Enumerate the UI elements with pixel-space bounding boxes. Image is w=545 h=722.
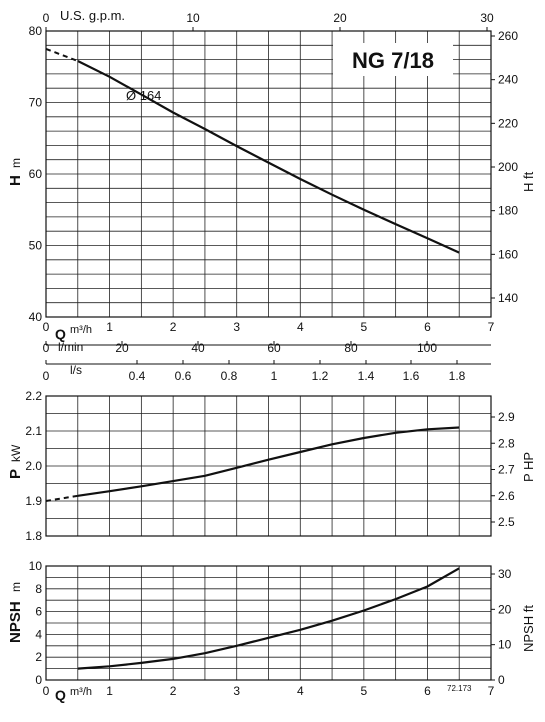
head-axis-prefix: H: [7, 175, 24, 186]
model-label: NG 7/18: [352, 48, 434, 73]
npsh-axis-prefix: NPSH: [7, 601, 24, 643]
usgpm-unit-label: U.S. g.p.m.: [60, 8, 125, 23]
flow-top-tick-label: 5: [361, 320, 368, 334]
power-right-tick-label: 2.9: [498, 410, 515, 424]
flow-bottom-tick-label: 4: [297, 684, 304, 698]
flow-bottom-tick-label: 3: [233, 684, 240, 698]
power-right-tick-label: 2.8: [498, 436, 515, 450]
head-right-tick-label: 180: [498, 204, 518, 218]
npsh-y-tick-label: 4: [35, 627, 42, 641]
npsh-y-tick-label: 0: [35, 673, 42, 687]
usgpm-tick-label: 30: [480, 11, 494, 25]
npsh-right-tick-label: 0: [498, 673, 505, 687]
power-right-tick-label: 2.7: [498, 463, 515, 477]
flow-top-tick-label: 7: [488, 320, 495, 334]
head-y-tick-label: 80: [29, 24, 43, 38]
flow-bottom-tick-label: 7: [488, 684, 495, 698]
npsh-right-tick-label: 20: [498, 602, 512, 616]
lmin-tick-label: 100: [417, 341, 437, 355]
flow-bottom-tick-label: 6: [424, 684, 431, 698]
npsh-ft-axis-label: NPSH ft: [521, 605, 536, 652]
power-right-tick-label: 2.5: [498, 515, 515, 529]
power-y-tick-label: 1.9: [25, 494, 42, 508]
lmin-tick-label: 60: [267, 341, 281, 355]
power-axis-prefix: P: [7, 469, 24, 479]
usgpm-tick-label: 0: [43, 11, 50, 25]
head-y-tick-label: 40: [29, 310, 43, 324]
power-right-tick-label: 2.6: [498, 489, 515, 503]
lmin-tick-label: 40: [191, 341, 205, 355]
npsh-y-tick-label: 6: [35, 605, 42, 619]
ls-tick-label: 0: [43, 369, 50, 383]
ls-tick-label: 1.8: [449, 369, 466, 383]
flow-bottom-tick-label: 5: [361, 684, 368, 698]
flow-axis-prefix-top: Q: [55, 326, 66, 342]
power-axis-unit: kW: [9, 444, 23, 462]
power-curve-dashed-segment: [45, 494, 78, 502]
power-hp-axis-label: P HP: [521, 452, 536, 482]
flow-top-tick-label: 2: [170, 320, 177, 334]
lmin-tick-label: 20: [115, 341, 129, 355]
ls-tick-label: 1.4: [358, 369, 375, 383]
flow-axis-unit-bottom: m³/h: [70, 686, 92, 698]
lmin-tick-label: 80: [344, 341, 358, 355]
head-plot-frame: [45, 30, 492, 318]
flow-axis-unit-top: m³/h: [70, 324, 92, 336]
npsh-axis-unit: m: [9, 582, 23, 592]
head-right-tick-label: 160: [498, 247, 518, 261]
usgpm-tick-label: 10: [186, 11, 200, 25]
lmin-unit-label: l/min: [58, 340, 83, 354]
npsh-right-tick-label: 30: [498, 567, 512, 581]
head-right-tick-label: 140: [498, 291, 518, 305]
npsh-y-tick-label: 10: [29, 559, 43, 573]
head-curve-dashed-segment: [45, 47, 79, 62]
flow-axis-prefix-bottom: Q: [55, 687, 66, 703]
power-plot-frame: [45, 395, 492, 537]
head-y-tick-label: 60: [29, 167, 43, 181]
npsh-y-tick-label: 2: [35, 650, 42, 664]
npsh-plot-frame: [45, 565, 492, 681]
flow-top-tick-label: 3: [233, 320, 240, 334]
npsh-right-tick-label: 10: [498, 638, 512, 652]
head-axis-unit: m: [9, 158, 23, 168]
head-right-tick-label: 240: [498, 73, 518, 87]
usgpm-tick-label: 20: [333, 11, 347, 25]
flow-top-tick-label: 4: [297, 320, 304, 334]
flow-bottom-tick-label: 2: [170, 684, 177, 698]
head-y-tick-label: 50: [29, 239, 43, 253]
flow-bottom-tick-label: 1: [106, 684, 113, 698]
model-label-background: [333, 43, 453, 76]
impeller-diameter-label: Ø 164: [126, 88, 161, 103]
power-curve: [77, 426, 460, 497]
ls-tick-label: 0.8: [221, 369, 238, 383]
power-y-tick-label: 2.2: [25, 389, 42, 403]
ls-tick-label: 1.6: [403, 369, 420, 383]
head-curve: [77, 60, 460, 254]
npsh-curve: [77, 567, 460, 670]
head-y-tick-label: 70: [29, 96, 43, 110]
ls-tick-label: 0.4: [129, 369, 146, 383]
ls-tick-label: 1: [271, 369, 278, 383]
head-right-tick-label: 200: [498, 160, 518, 174]
power-y-tick-label: 2.0: [25, 459, 42, 473]
flow-bottom-tick-label: 0: [43, 684, 50, 698]
ls-tick-label: 0.6: [175, 369, 192, 383]
head-ft-axis-label: H ft: [521, 171, 536, 192]
chart-code-label: 72.173: [447, 684, 472, 693]
power-y-tick-label: 2.1: [25, 424, 42, 438]
npsh-y-tick-label: 8: [35, 582, 42, 596]
flow-top-tick-label: 0: [43, 320, 50, 334]
flow-top-tick-label: 6: [424, 320, 431, 334]
ls-tick-label: 1.2: [312, 369, 329, 383]
power-y-tick-label: 1.8: [25, 529, 42, 543]
head-right-tick-label: 220: [498, 116, 518, 130]
head-right-tick-label: 260: [498, 29, 518, 43]
flow-top-tick-label: 1: [106, 320, 113, 334]
ls-unit-label: l/s: [70, 363, 82, 377]
lmin-tick-label: 0: [43, 341, 50, 355]
